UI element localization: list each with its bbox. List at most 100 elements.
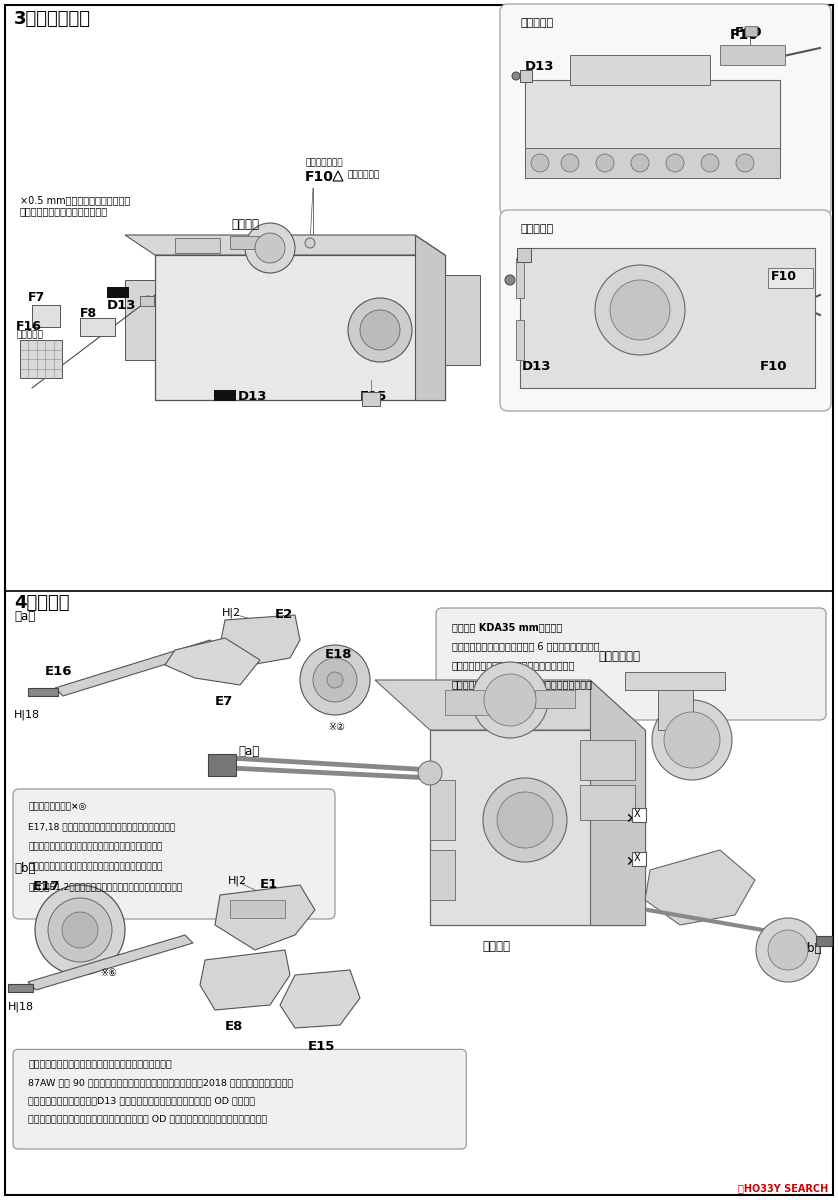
Circle shape <box>48 898 112 962</box>
Text: 《砲塔》: 《砲塔》 <box>231 218 259 230</box>
Polygon shape <box>280 970 360 1028</box>
Text: 《a》: 《a》 <box>238 745 259 758</box>
Text: 《b》: 《b》 <box>14 862 35 875</box>
Text: ×0.5 mm真鍋線などでアンテナを
取り付けるとリアルになります。: ×0.5 mm真鍋線などでアンテナを 取り付けるとリアルになります。 <box>20 194 130 216</box>
Text: 【側面図】: 【側面図】 <box>520 18 553 28</box>
Circle shape <box>360 310 400 350</box>
Polygon shape <box>200 950 290 1010</box>
Circle shape <box>255 233 285 263</box>
Bar <box>658 685 693 730</box>
Bar <box>430 730 645 925</box>
Bar <box>80 318 115 336</box>
Bar <box>516 320 524 360</box>
Bar <box>175 238 220 253</box>
Polygon shape <box>165 638 260 685</box>
Text: 砲身は冷却効率を高めるために 6 条の溝があり、先端: 砲身は冷却効率を高めるために 6 条の溝があり、先端 <box>452 641 599 650</box>
Circle shape <box>418 761 442 785</box>
Bar <box>208 754 236 776</box>
Text: F10: F10 <box>735 26 763 38</box>
Bar <box>535 690 575 708</box>
Text: E15: E15 <box>308 1040 335 1054</box>
Text: H|2: H|2 <box>222 608 241 618</box>
Text: H|2: H|2 <box>228 876 247 887</box>
Text: 《レーダー》: 《レーダー》 <box>598 650 640 662</box>
Text: 4《砲身》: 4《砲身》 <box>14 594 70 612</box>
Bar <box>125 280 155 360</box>
Bar <box>214 390 236 401</box>
Bar <box>140 296 154 306</box>
Text: E1: E1 <box>260 878 278 890</box>
Circle shape <box>505 275 515 284</box>
Text: F15: F15 <box>360 390 387 403</box>
Bar <box>517 248 531 262</box>
Bar <box>520 70 532 82</box>
Circle shape <box>768 930 808 970</box>
Polygon shape <box>645 850 755 925</box>
Circle shape <box>631 154 649 172</box>
Text: E17: E17 <box>33 880 60 893</box>
Bar <box>20 340 62 378</box>
Circle shape <box>610 280 670 340</box>
Bar <box>520 248 815 388</box>
Text: レーザー検知器: レーザー検知器 <box>305 158 343 167</box>
Text: に変更はされていません。D13 部品の四角部は車体色、円柱形部は OD 色です。: に変更はされていません。D13 部品の四角部は車体色、円柱形部は OD 色です。 <box>28 1097 255 1105</box>
Text: 成型表現はされていませんが、先のアンテナは OD 色、接続部はフラットブラックです。: 成型表現はされていませんが、先のアンテナは OD 色、接続部はフラットブラックで… <box>28 1115 267 1123</box>
Text: E7: E7 <box>215 695 233 708</box>
Circle shape <box>595 265 685 355</box>
Circle shape <box>531 154 549 172</box>
Bar <box>625 672 725 690</box>
Polygon shape <box>125 235 445 254</box>
Bar <box>632 808 646 822</box>
Text: バスケット: バスケット <box>16 330 43 338</box>
Bar <box>525 148 780 178</box>
Bar <box>768 268 813 288</box>
Bar <box>580 785 635 820</box>
Text: ると実感的です。: ると実感的です。 <box>452 698 499 708</box>
Text: 518: 518 <box>110 288 126 296</box>
Text: 向きに注意。: 向きに注意。 <box>347 170 380 179</box>
FancyBboxPatch shape <box>500 4 831 216</box>
Bar <box>525 80 780 170</box>
Circle shape <box>35 886 125 974</box>
Bar <box>107 287 129 298</box>
Circle shape <box>62 912 98 948</box>
Polygon shape <box>590 680 645 925</box>
Circle shape <box>300 646 370 715</box>
Text: 先端部は金属色となっており、ガンメタリック系で塗: 先端部は金属色となっており、ガンメタリック系で塗 <box>452 679 593 689</box>
Bar <box>720 44 785 65</box>
Text: 3《アンテナ》: 3《アンテナ》 <box>14 10 91 28</box>
Text: 🔲HO33Y SEARCH: 🔲HO33Y SEARCH <box>737 1183 828 1193</box>
Circle shape <box>756 918 820 982</box>
Text: 【上面図】: 【上面図】 <box>520 224 553 234</box>
Polygon shape <box>55 640 218 696</box>
Text: F10: F10 <box>730 28 759 42</box>
Text: H|18: H|18 <box>14 710 40 720</box>
Text: 《砲塔》: 《砲塔》 <box>482 940 510 953</box>
Polygon shape <box>333 170 343 181</box>
Text: 無線アンテナ：広多無／コータム：広帯域多目的無線機: 無線アンテナ：広多無／コータム：広帯域多目的無線機 <box>28 1061 172 1069</box>
Text: 《a》: 《a》 <box>14 610 35 623</box>
Bar <box>632 852 646 866</box>
FancyBboxPatch shape <box>436 608 826 720</box>
Circle shape <box>497 792 553 848</box>
Circle shape <box>664 712 720 768</box>
Text: 傾斜面は、射撃時に空药筒を車体側外方へ飛び出すため: 傾斜面は、射撃時に空药筒を車体側外方へ飛び出すため <box>28 842 163 851</box>
Text: D13: D13 <box>238 390 267 403</box>
Text: ✕: ✕ <box>625 854 637 869</box>
Bar <box>362 392 380 406</box>
Bar <box>155 254 445 400</box>
Circle shape <box>652 700 732 780</box>
Text: ※⑥: ※⑥ <box>100 968 116 978</box>
FancyBboxPatch shape <box>13 1049 466 1150</box>
Text: 砲身軸の上下方：×◎: 砲身軸の上下方：×◎ <box>28 802 86 811</box>
Text: E17,18 部品の外下方にあるスキージャンプ台のような: E17,18 部品の外下方にあるスキージャンプ台のような <box>28 822 175 830</box>
Text: D13: D13 <box>525 60 555 73</box>
Text: H|18: H|18 <box>8 1002 34 1013</box>
Circle shape <box>701 154 719 172</box>
Circle shape <box>305 238 315 248</box>
Circle shape <box>313 658 357 702</box>
Text: F10: F10 <box>760 360 788 373</box>
Text: にあり、この面は塗装の剤がれや汚れが見られる少く見: にあり、この面は塗装の剤がれや汚れが見られる少く見 <box>28 862 163 871</box>
Polygon shape <box>28 935 193 990</box>
Circle shape <box>736 154 754 172</box>
